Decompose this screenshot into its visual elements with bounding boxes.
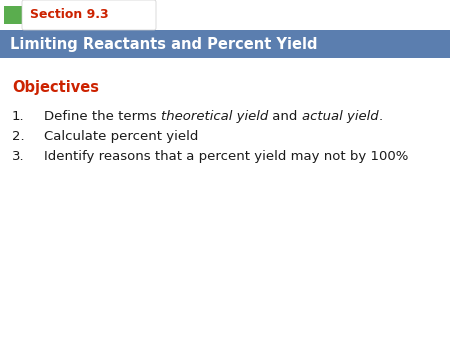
Text: Calculate percent yield: Calculate percent yield	[44, 130, 198, 143]
Text: theoretical yield: theoretical yield	[161, 110, 268, 123]
Text: actual yield: actual yield	[302, 110, 378, 123]
Bar	[4, 6, 22, 24]
Text: Define the terms: Define the terms	[44, 110, 161, 123]
Text: 2.: 2.	[12, 130, 25, 143]
Text: 1.: 1.	[12, 110, 25, 123]
Bar	[0, 0, 450, 30]
Text: and: and	[268, 110, 302, 123]
Text: Section 9.3: Section 9.3	[30, 8, 108, 22]
Bar	[0, 30, 450, 58]
Text: Identify reasons that a percent yield may not by 100%: Identify reasons that a percent yield ma…	[44, 150, 409, 163]
Text: Objectives: Objectives	[12, 80, 99, 95]
Text: 3.: 3.	[12, 150, 25, 163]
Text: .: .	[378, 110, 382, 123]
Text: Limiting Reactants and Percent Yield: Limiting Reactants and Percent Yield	[10, 37, 318, 51]
FancyBboxPatch shape	[22, 0, 156, 30]
